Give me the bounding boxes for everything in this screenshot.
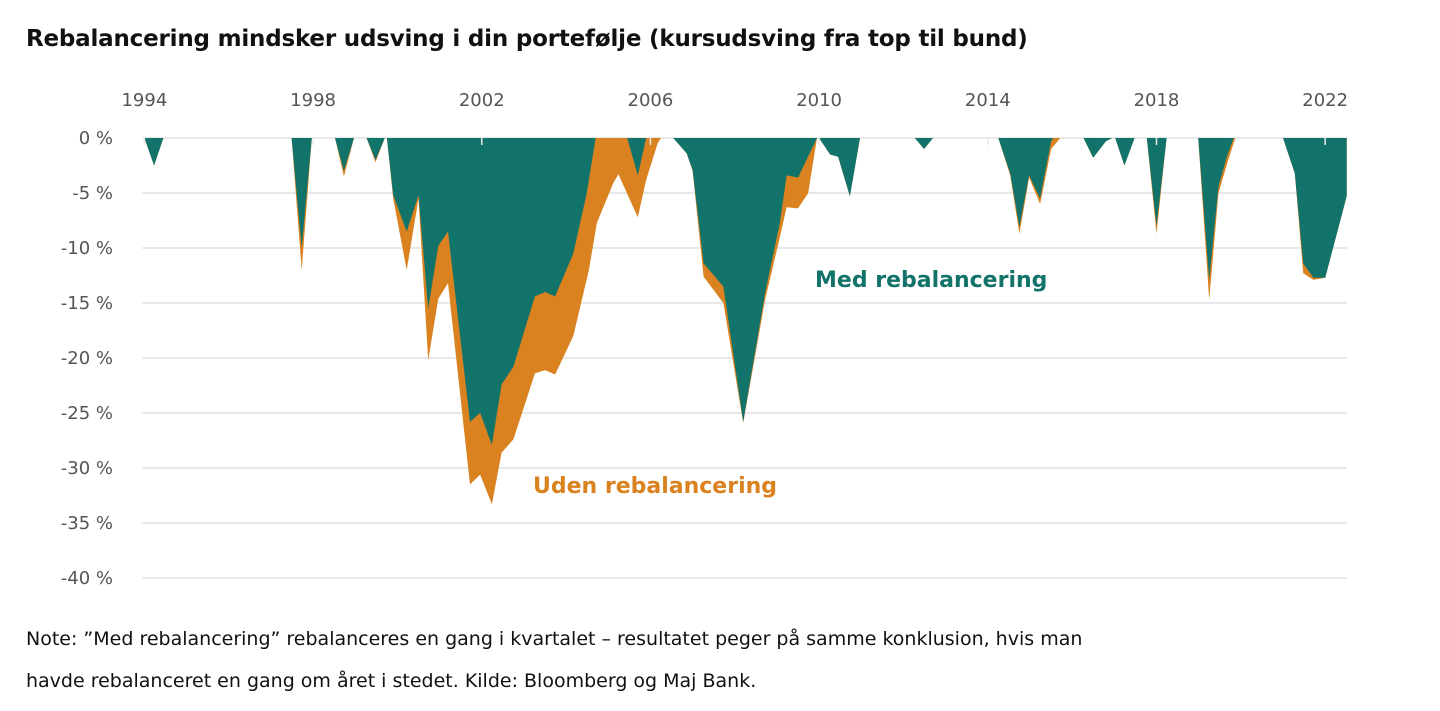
x-tick-label: 2002 bbox=[459, 90, 505, 111]
y-tick-label: -20 % bbox=[61, 348, 113, 369]
x-tick-label: 2010 bbox=[796, 90, 842, 111]
x-tick-label: 2022 bbox=[1302, 90, 1348, 111]
annotation-uden-rebalancering: Uden rebalancering bbox=[533, 474, 777, 499]
annotation-med-rebalancering: Med rebalancering bbox=[815, 268, 1047, 293]
y-tick-label: -35 % bbox=[61, 513, 113, 534]
y-tick-label: -40 % bbox=[61, 568, 113, 589]
x-tick-label: 2018 bbox=[1134, 90, 1180, 111]
area-med-rebalancering bbox=[144, 138, 1347, 445]
y-tick-label: -15 % bbox=[61, 293, 113, 314]
y-tick-label: -30 % bbox=[61, 458, 113, 479]
y-tick-label: -10 % bbox=[61, 238, 113, 259]
y-tick-label: -25 % bbox=[61, 403, 113, 424]
footnote-line-2: havde rebalanceret en gang om året i ste… bbox=[26, 670, 757, 692]
x-tick-label: 1998 bbox=[290, 90, 336, 111]
y-axis-ticks: 0 % -5 % -10 % -15 % -20 % -25 % -30 % -35 % -40… bbox=[61, 128, 113, 589]
series-areas bbox=[144, 138, 1347, 505]
chart-title: Rebalancering mindsker udsving i din por… bbox=[26, 26, 1028, 52]
x-tick-marks bbox=[143, 138, 1326, 145]
y-tick-label: 0 % bbox=[79, 128, 113, 149]
x-tick-label: 2006 bbox=[628, 90, 674, 111]
footnote-line-1: Note: ”Med rebalancering” rebalanceres e… bbox=[26, 628, 1083, 650]
y-tick-label: -5 % bbox=[72, 183, 113, 204]
x-tick-label: 2014 bbox=[965, 90, 1011, 111]
x-tick-label: 1994 bbox=[121, 90, 167, 111]
x-axis-ticks: 1994 1998 2002 2006 2010 2014 2018 2022 bbox=[121, 90, 1348, 111]
